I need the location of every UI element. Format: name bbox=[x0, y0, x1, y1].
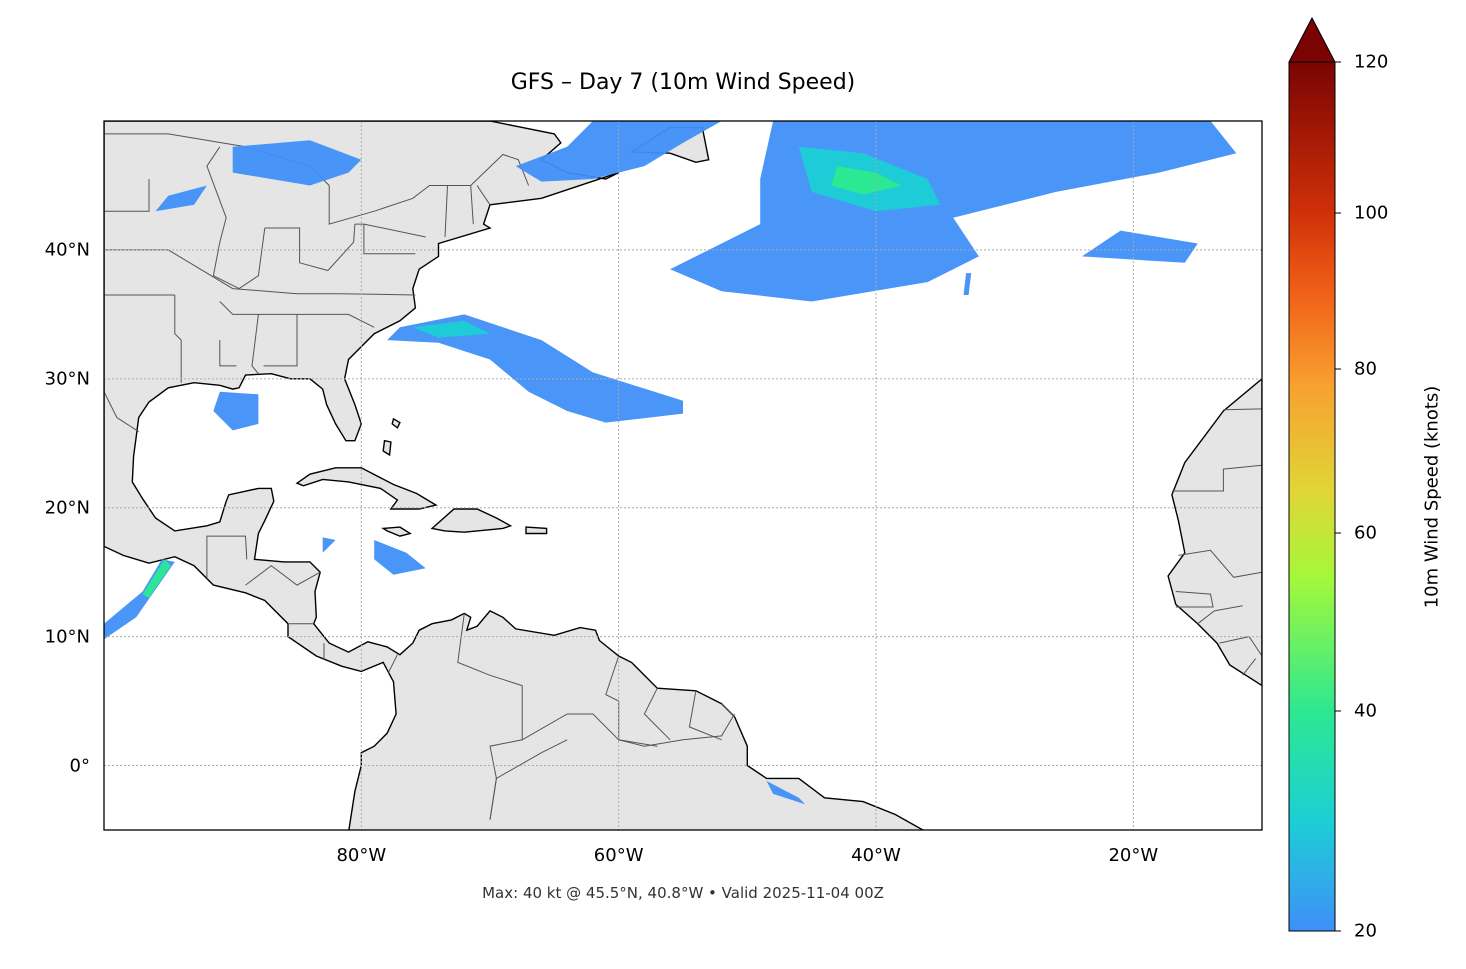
lon-tick-label: 20°W bbox=[1108, 845, 1159, 866]
chart-title: GFS – Day 7 (10m Wind Speed) bbox=[510, 70, 856, 95]
wind-speed-region bbox=[831, 166, 902, 195]
colorbar bbox=[1288, 16, 1341, 932]
border-line bbox=[1197, 605, 1243, 625]
map-frame bbox=[103, 120, 1263, 831]
border-line bbox=[1178, 549, 1262, 578]
colorbar-extend-arrow bbox=[1288, 16, 1336, 63]
lat-tick-label: 10°N bbox=[44, 626, 90, 648]
wind-speed-region bbox=[412, 320, 490, 338]
wind-speed-layer bbox=[104, 121, 1237, 805]
wind-speed-region bbox=[374, 540, 426, 575]
landmass-andros bbox=[382, 439, 392, 457]
border-line bbox=[264, 224, 356, 272]
border-line bbox=[363, 223, 426, 238]
wind-speed-region bbox=[155, 185, 207, 212]
wind-speed-region bbox=[387, 314, 683, 423]
border-line bbox=[104, 391, 139, 433]
gridlines bbox=[104, 121, 1262, 830]
colorbar-tick-label: 120 bbox=[1354, 51, 1389, 73]
footer-caption: Max: 40 kt @ 45.5°N, 40.8°W • Valid 2025… bbox=[482, 884, 884, 902]
wind-speed-region bbox=[1081, 230, 1198, 263]
border-line bbox=[1242, 658, 1256, 676]
wind-speed-region bbox=[142, 559, 171, 598]
border-line bbox=[1223, 408, 1262, 411]
lat-tick-label: 30°N bbox=[44, 368, 90, 390]
border-line bbox=[470, 185, 474, 225]
lat-tick-label: 40°N bbox=[44, 239, 90, 261]
wind-speed-region bbox=[515, 121, 722, 182]
border-line bbox=[174, 295, 182, 383]
colorbar-label: 10m Wind Speed (knots) bbox=[1421, 385, 1443, 609]
landmass-hispaniola bbox=[430, 508, 513, 533]
border-line bbox=[476, 185, 491, 206]
colorbar-tick-label: 40 bbox=[1354, 700, 1377, 722]
colorbar-bar bbox=[1288, 61, 1336, 932]
wind-speed-region bbox=[766, 781, 806, 805]
landmass-americas bbox=[104, 121, 925, 830]
border-line bbox=[721, 703, 735, 717]
landmass-jamaica bbox=[381, 526, 412, 537]
border-line bbox=[245, 565, 321, 586]
colorbar-tick-label: 100 bbox=[1354, 202, 1389, 224]
border-line bbox=[219, 340, 237, 367]
border-line bbox=[1175, 591, 1214, 608]
border-line bbox=[263, 314, 298, 367]
border-line bbox=[643, 687, 671, 741]
lon-tick-label: 40°W bbox=[851, 845, 901, 866]
lat-tick-label: 0° bbox=[69, 755, 90, 777]
colorbar-ticks bbox=[1335, 61, 1341, 932]
border-line bbox=[457, 613, 523, 820]
lat-tick-label: 20°N bbox=[44, 497, 90, 519]
border-line bbox=[688, 690, 722, 741]
border-line bbox=[521, 713, 735, 747]
landmass-puerto-rico bbox=[525, 526, 548, 535]
border-line bbox=[489, 739, 568, 820]
wind-speed-region bbox=[322, 537, 336, 553]
border-line bbox=[251, 314, 259, 375]
landmass-africa bbox=[1167, 377, 1262, 687]
wind-speed-region bbox=[232, 140, 362, 186]
border-line bbox=[1171, 464, 1262, 492]
lon-tick-label: 60°W bbox=[593, 845, 644, 866]
border-line bbox=[206, 146, 266, 290]
lon-tick-label: 80°W bbox=[336, 845, 387, 866]
border-line bbox=[444, 185, 448, 238]
border-line bbox=[354, 223, 416, 255]
landmass-abaco bbox=[391, 417, 401, 429]
landmass-cuba bbox=[295, 467, 438, 510]
border-line bbox=[104, 179, 150, 212]
border-line bbox=[206, 535, 248, 579]
colorbar-tick-label: 20 bbox=[1354, 920, 1377, 942]
wind-speed-region bbox=[963, 273, 972, 295]
border-line bbox=[387, 654, 398, 673]
map-area bbox=[104, 121, 1262, 830]
wind-speed-region bbox=[213, 391, 259, 431]
colorbar-tick-label: 60 bbox=[1354, 522, 1377, 544]
colorbar-tick-label: 80 bbox=[1354, 358, 1377, 380]
